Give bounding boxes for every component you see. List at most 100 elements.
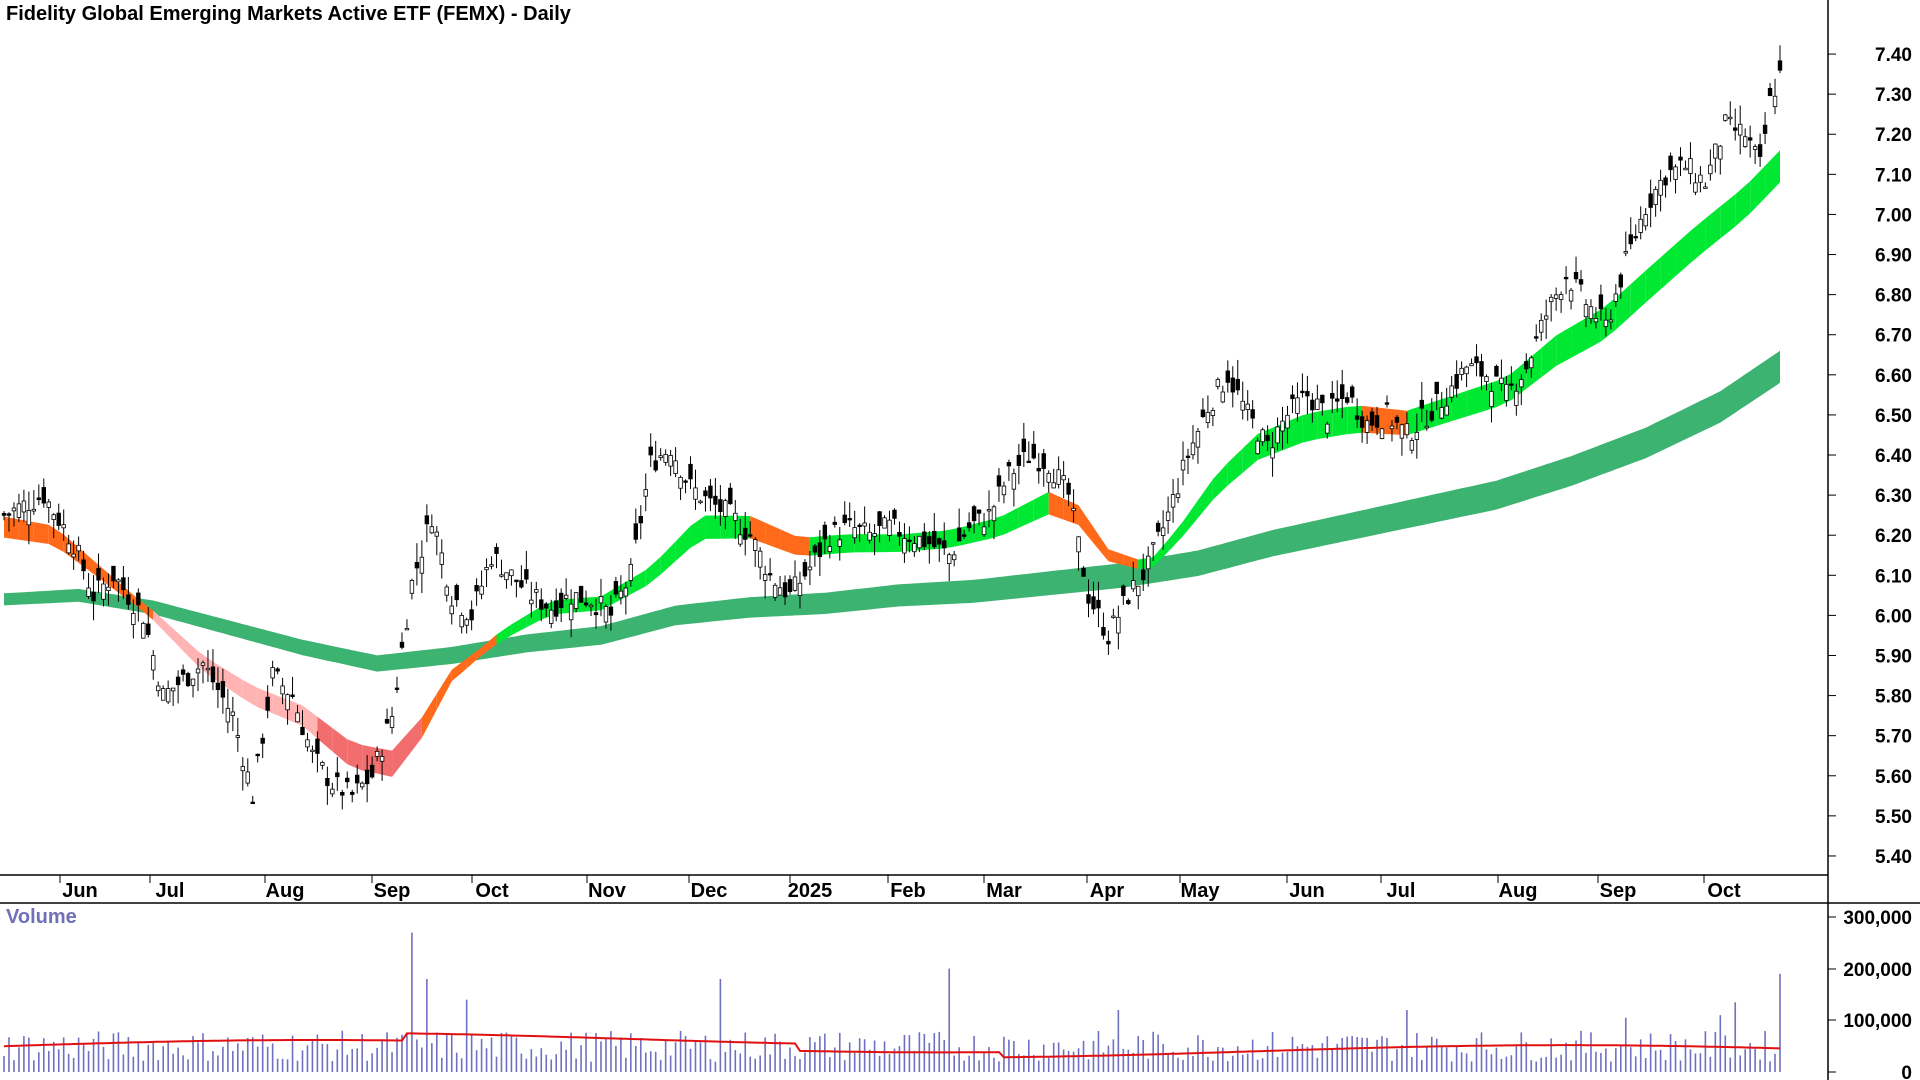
candle-body [1165,511,1171,521]
candle-body [46,501,51,508]
candle-body [1021,438,1027,452]
x-tick-label: 2025 [788,880,833,902]
x-tick-label: Jun [62,880,98,902]
short-term-average-band-segment [1571,318,1586,358]
volume-tick-label: 300,000 [1843,908,1912,929]
candle-body [951,554,957,561]
candle-body [563,594,569,599]
candle-body [156,685,161,692]
candle-body [340,792,345,796]
candle-body [141,622,146,639]
candle-body [524,569,529,580]
candle-body [658,455,663,459]
short-term-average-band-segment [332,727,348,765]
candle-body [1235,378,1240,391]
candle-body [96,568,101,581]
x-tick-label: Mar [986,880,1022,902]
candle-body [106,586,111,591]
short-term-average-band-segment [123,586,139,608]
candle-body [1354,415,1360,420]
candle-body [270,667,275,679]
candle-body [907,539,912,542]
short-term-average-band-segment [1391,409,1407,436]
candle-body [1041,453,1046,469]
candle-body [1315,398,1320,410]
candle-body [131,613,136,625]
candle-body [852,527,857,539]
candle-body [1449,385,1454,398]
candle-body [1061,475,1066,481]
candle-body [235,735,241,738]
candle-body [1146,555,1151,570]
x-tick-label: Jul [156,880,185,902]
candle-body [1260,429,1265,443]
candle-body [1106,640,1111,645]
candle-body [718,499,723,513]
candle-body [514,579,519,583]
y-tick-label: 6.80 [1875,286,1912,307]
short-term-average-band-segment [63,534,79,563]
x-tick-label: Sep [374,880,411,902]
candle-body [832,521,837,525]
candle-body [6,513,12,516]
candle-body [409,580,415,594]
candle-body [116,579,121,583]
candle-body [618,590,624,599]
candle-body [1718,145,1723,160]
candle-body [1653,188,1658,206]
candle-body [588,604,594,608]
y-tick-label: 5.60 [1875,767,1912,788]
candle-body [250,801,255,805]
candle-body [474,585,479,592]
candle-body [1270,447,1275,459]
candle-body [1613,293,1619,302]
short-term-average-band-segment [989,515,1004,540]
y-tick-label: 6.70 [1875,326,1912,347]
short-term-average-band-segment [1585,309,1601,350]
short-term-average-band-segment [168,624,184,651]
candle-body [1588,306,1594,319]
candle-body [494,546,499,554]
short-term-average-band-segment [511,615,527,636]
candle-body [1399,424,1405,439]
x-tick-label: Dec [691,880,728,902]
candle-body [1534,336,1539,339]
candle-body [1131,580,1136,590]
candle-body [1439,407,1444,419]
candle-body [932,530,937,548]
y-tick-label: 5.80 [1875,687,1912,708]
y-tick-label: 6.10 [1875,566,1912,587]
candle-body [842,514,847,524]
candle-body [1529,357,1534,369]
x-tick-label: Jul [1387,880,1416,902]
long-term-average-band [4,350,1780,672]
short-term-average-band-segment [302,705,318,739]
candle-body [51,514,56,520]
short-term-average-band-segment [347,739,363,771]
candle-body [1046,472,1051,483]
candle-body [439,552,444,565]
y-tick-label: 7.30 [1875,85,1912,106]
y-tick-label: 7.00 [1875,205,1912,226]
candle-body [315,738,320,754]
candle-body [912,543,917,553]
candle-body [1205,411,1211,424]
short-term-average-band-segment [451,658,467,682]
short-term-average-band-segment [1347,405,1363,435]
candle-body [573,592,579,609]
volume-tick-label: 200,000 [1843,960,1912,981]
short-term-average-band-segment [1093,527,1109,562]
candle-body [1126,600,1131,605]
y-tick-label: 6.30 [1875,486,1912,507]
candle-body [1738,123,1743,136]
x-tick-label: May [1181,880,1221,902]
candle-body [752,539,758,551]
candle-body [305,739,310,748]
y-tick-label: 6.40 [1875,446,1912,467]
short-term-average-band-segment [78,547,94,575]
candle-body [160,688,166,701]
candle-body [822,524,828,540]
short-term-average-band-segment [959,523,975,546]
candle-body [777,587,783,596]
